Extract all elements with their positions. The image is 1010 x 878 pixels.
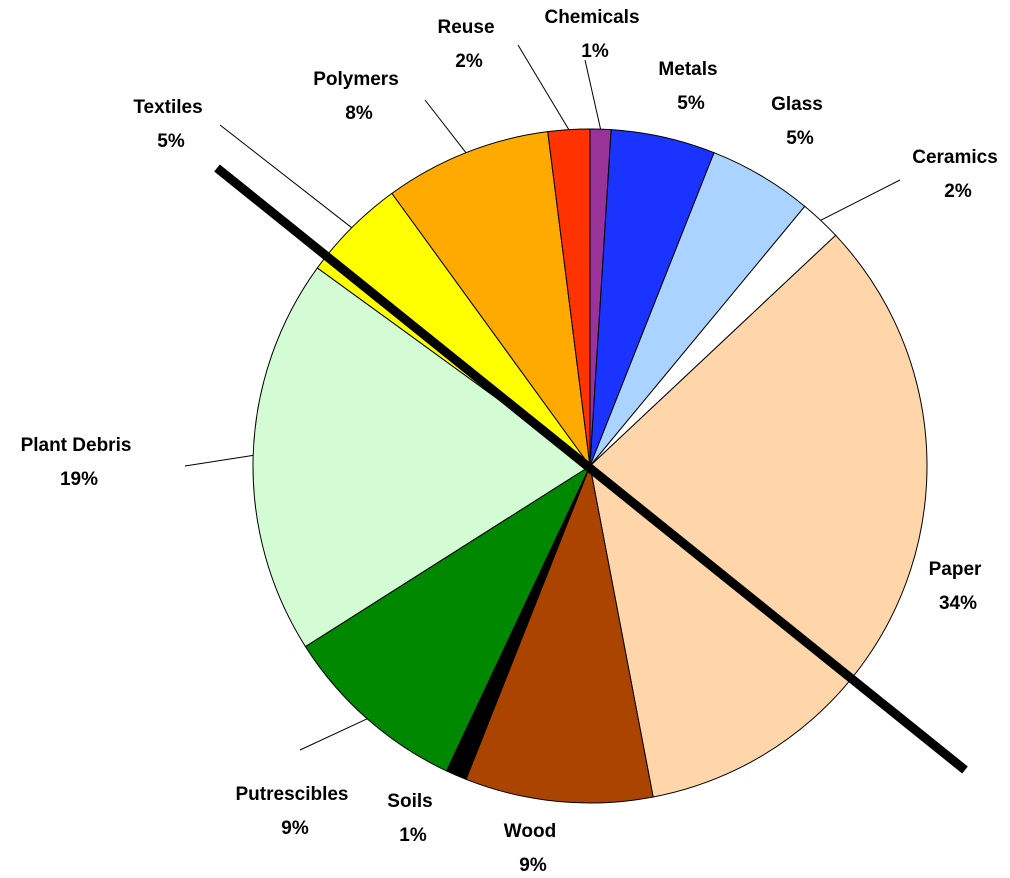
slice [465, 464, 654, 804]
slice-label: Ceramics [912, 147, 998, 168]
slice-value-label: 5% [157, 131, 185, 152]
leader-line [299, 718, 368, 751]
slice-value-label: 1% [399, 825, 427, 846]
slice-label: Glass [771, 94, 823, 115]
slice-value-label: 5% [677, 93, 705, 114]
slice [304, 464, 592, 772]
leader-line [184, 454, 254, 467]
leader-line [517, 44, 570, 130]
slice-value-label: 2% [944, 181, 972, 202]
slice-value-label: 8% [345, 103, 373, 124]
slice [589, 234, 928, 798]
slice-label: Soils [387, 791, 432, 812]
slice-label: Wood [504, 821, 556, 842]
slice [252, 267, 591, 648]
leader-line [820, 179, 901, 221]
slice-value-label: 19% [60, 469, 98, 490]
slice-label: Reuse [437, 17, 494, 38]
slice-value-label: 2% [455, 51, 483, 72]
pie [252, 128, 928, 804]
divider-line [214, 164, 968, 774]
leader-line [424, 99, 467, 153]
slice-value-label: 9% [281, 818, 309, 839]
slice-value-label: 1% [581, 41, 609, 62]
slice-value-label: 5% [786, 128, 814, 149]
leader-line [219, 124, 353, 229]
slice-label: Paper [929, 559, 982, 580]
labels: Chemicals 1% Metals 5% Glass 5% Ceramics 2% Pape… [21, 7, 998, 876]
slice-value-label: 34% [939, 593, 977, 614]
slice-label: Putrescibles [236, 784, 349, 805]
slice-value-label: 9% [519, 855, 547, 876]
slice-label: Textiles [133, 97, 202, 118]
slice-label: Chemicals [544, 7, 639, 28]
slice-label: Plant Debris [21, 435, 132, 456]
leader-line [584, 59, 602, 130]
slice-label: Metals [658, 59, 717, 80]
slice-label: Polymers [313, 69, 399, 90]
